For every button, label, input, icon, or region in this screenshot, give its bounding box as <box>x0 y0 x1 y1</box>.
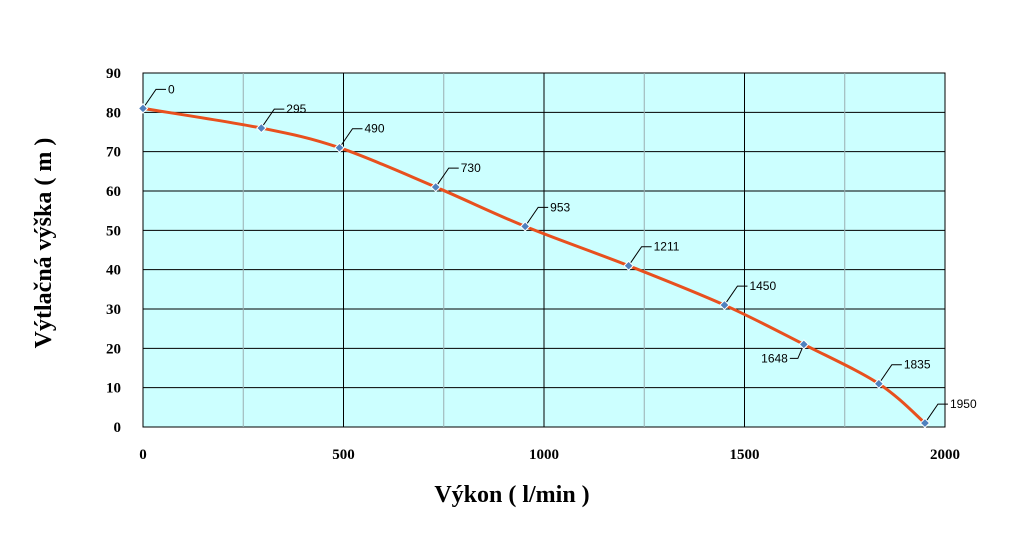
y-tick-label: 80 <box>106 105 121 121</box>
data-label-leader <box>435 167 459 188</box>
y-tick-label: 0 <box>114 420 122 436</box>
y-tick-label: 70 <box>106 145 121 161</box>
data-label-leader <box>628 246 652 267</box>
data-marker <box>623 260 634 271</box>
data-label-leader <box>142 88 166 109</box>
data-label-leader <box>878 364 902 385</box>
data-marker <box>137 103 149 114</box>
grid-lines <box>143 73 945 427</box>
data-marker <box>430 181 441 193</box>
pump-curve-line <box>141 106 927 425</box>
data-marker <box>798 339 810 350</box>
data-label: 1450 <box>749 279 776 293</box>
data-marker <box>719 299 730 311</box>
data-label: 730 <box>461 161 481 175</box>
data-marker <box>334 142 345 153</box>
data-label: 0 <box>168 82 175 96</box>
data-label-leader <box>789 344 805 359</box>
data-markers <box>137 103 931 429</box>
data-label-callouts: 0 295 490 730 953 1211 1450 1648 1835 1950 <box>142 82 977 424</box>
data-label: 1835 <box>904 358 931 372</box>
data-label-leader <box>260 108 285 129</box>
data-label: 1648 <box>761 351 788 365</box>
y-tick-label: 20 <box>106 341 121 357</box>
data-label-leader <box>924 403 948 424</box>
y-tick-label: 90 <box>106 66 121 82</box>
data-label-leader <box>524 206 549 227</box>
y-tick-label: 10 <box>106 381 121 397</box>
x-tick-label: 500 <box>332 447 355 463</box>
x-tick-label: 2000 <box>930 447 960 463</box>
y-axis-title: Výtlačná výška ( m ) <box>31 138 57 349</box>
data-marker <box>919 417 931 429</box>
x-axis-title: Výkon ( l/min ) <box>434 482 589 508</box>
data-label: 295 <box>286 102 306 116</box>
y-tick-label: 50 <box>106 223 121 239</box>
x-tick-label: 1500 <box>730 447 760 463</box>
x-tick-label: 0 <box>139 447 147 463</box>
data-marker <box>256 122 267 134</box>
data-label-leader <box>339 128 363 149</box>
y-tick-label: 30 <box>106 302 121 318</box>
data-label: 490 <box>364 122 384 136</box>
x-axis-ticks: 0 500 1000 1500 2000 <box>139 447 960 463</box>
data-marker <box>519 221 531 232</box>
data-label-leader <box>724 285 748 306</box>
y-tick-label: 60 <box>106 184 121 200</box>
y-tick-label: 40 <box>106 263 121 279</box>
x-tick-label: 1000 <box>529 447 559 463</box>
data-marker <box>873 378 885 389</box>
data-label: 1211 <box>654 240 680 254</box>
data-label: 1950 <box>950 397 977 411</box>
data-label: 953 <box>550 200 570 214</box>
y-axis-ticks: 0 10 20 30 40 50 60 70 80 90 <box>106 66 121 436</box>
